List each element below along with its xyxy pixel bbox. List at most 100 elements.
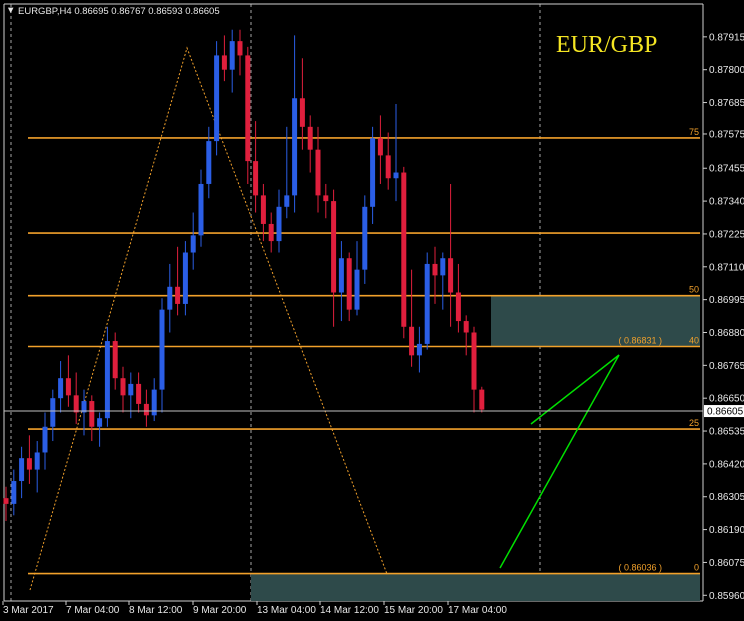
candle-body: [11, 481, 17, 504]
candle-body: [50, 398, 56, 427]
price-tick-label: 0.87915: [709, 32, 744, 43]
zones-layer: [251, 295, 700, 601]
candle-body: [151, 389, 157, 416]
symbol-info: EURGBP,H4 0.86695 0.86767 0.86593 0.8660…: [18, 6, 220, 17]
price-tick-label: 0.86650: [709, 394, 744, 405]
time-tick-label: 15 Mar 20:00: [384, 605, 443, 616]
candle-body: [237, 41, 243, 56]
candle-body: [167, 286, 173, 310]
price-tick-label: 0.86535: [709, 427, 744, 438]
candle-body: [112, 341, 118, 379]
time-tick-label: 3 Mar 2017: [3, 605, 54, 616]
price-tick-label: 0.87685: [709, 98, 744, 109]
price-tick-label: 0.86305: [709, 492, 744, 503]
candle-body: [432, 263, 438, 276]
candle-body: [299, 98, 305, 127]
fib-value-label: ( 0.86036 ): [618, 563, 662, 573]
candle-body: [463, 321, 469, 333]
zone-upper-box: [491, 295, 700, 347]
price-scale: 0.87915 0.87800 0.87685 0.87575 0.87455 0.873…: [703, 32, 744, 602]
candle-body: [58, 378, 64, 399]
price-tick-label: 0.87800: [709, 65, 744, 76]
price-tick-label: 0.87225: [709, 229, 744, 240]
fib-level-label: 75: [689, 127, 699, 137]
candle-body: [260, 195, 266, 224]
price-tick-label: 0.85960: [709, 591, 744, 602]
price-tick-label: 0.87455: [709, 164, 744, 175]
candle-body: [346, 258, 352, 310]
candle-body: [136, 383, 142, 404]
candle-body: [385, 155, 391, 179]
time-tick-label: 8 Mar 12:00: [129, 605, 183, 616]
candle-body: [292, 98, 298, 196]
candles-layer: [3, 29, 485, 522]
candle-body: [3, 498, 9, 504]
fib-value-label: ( 0.86831 ): [618, 335, 662, 345]
candle-body: [338, 258, 344, 293]
candle-body: [268, 223, 274, 242]
candle-body: [448, 258, 454, 293]
candle-body: [42, 426, 48, 453]
candle-body: [206, 141, 212, 184]
fib-level-label: 40: [689, 335, 699, 345]
fib-level-label: 50: [689, 285, 699, 295]
candle-body: [377, 138, 383, 156]
candle-body: [455, 292, 461, 322]
zone-lower-box: [251, 573, 700, 601]
time-tick-label: 7 Mar 04:00: [66, 605, 120, 616]
candle-body: [19, 458, 25, 482]
price-tick-label: 0.87340: [709, 197, 744, 208]
candle-body: [81, 401, 87, 413]
menu-arrow-icon[interactable]: ▼: [6, 5, 15, 16]
candle-body: [89, 401, 95, 427]
price-tick-label: 0.86190: [709, 525, 744, 536]
candle-body: [331, 201, 337, 293]
candle-body: [315, 149, 321, 196]
fib-level-label: 0: [694, 563, 699, 573]
price-tick-label: 0.87575: [709, 129, 744, 140]
time-tick-label: 9 Mar 20:00: [193, 605, 247, 616]
candle-body: [323, 195, 329, 202]
candle-body: [471, 332, 477, 390]
current-price-badge: [704, 405, 744, 418]
candle-body: [354, 269, 360, 310]
time-scale: 3 Mar 2017 7 Mar 04:00 8 Mar 12:00 9 Mar 20…: [2, 601, 507, 616]
candle-body: [65, 378, 71, 396]
time-tick-label: 17 Mar 04:00: [448, 605, 507, 616]
candle-body: [424, 263, 430, 344]
candle-body: [440, 258, 446, 276]
candle-body: [276, 206, 282, 242]
candle-body: [307, 126, 313, 150]
candle-body: [34, 452, 40, 470]
candle-body: [128, 383, 134, 396]
time-tick-label: 14 Mar 12:00: [320, 605, 379, 616]
candle-body: [143, 403, 149, 416]
candle-body: [393, 172, 399, 179]
candle-body: [97, 418, 103, 427]
price-tick-label: 0.86880: [709, 328, 744, 339]
candle-body: [159, 309, 165, 390]
candle-body: [416, 343, 422, 356]
price-tick-label: 0.86765: [709, 361, 744, 372]
candle-body: [401, 172, 407, 327]
fib-level-label: 25: [689, 418, 699, 428]
candle-body: [73, 395, 79, 413]
candle-body: [229, 41, 235, 70]
current-price-label: 0.86605: [707, 407, 744, 418]
candle-body: [362, 206, 368, 270]
candle-body: [284, 195, 290, 207]
candle-body: [221, 55, 227, 70]
candle-body: [409, 326, 415, 356]
chart-title: EUR/GBP: [556, 32, 657, 58]
candle-body: [370, 138, 376, 207]
projection-layer: [499, 354, 620, 569]
candle-body: [214, 55, 220, 142]
price-tick-label: 0.86075: [709, 558, 744, 569]
price-tick-label: 0.86420: [709, 459, 744, 470]
candle-body: [190, 235, 196, 253]
candle-body: [245, 55, 251, 162]
candle-body: [26, 458, 32, 470]
candle-body: [175, 286, 181, 304]
candle-body: [198, 183, 204, 236]
